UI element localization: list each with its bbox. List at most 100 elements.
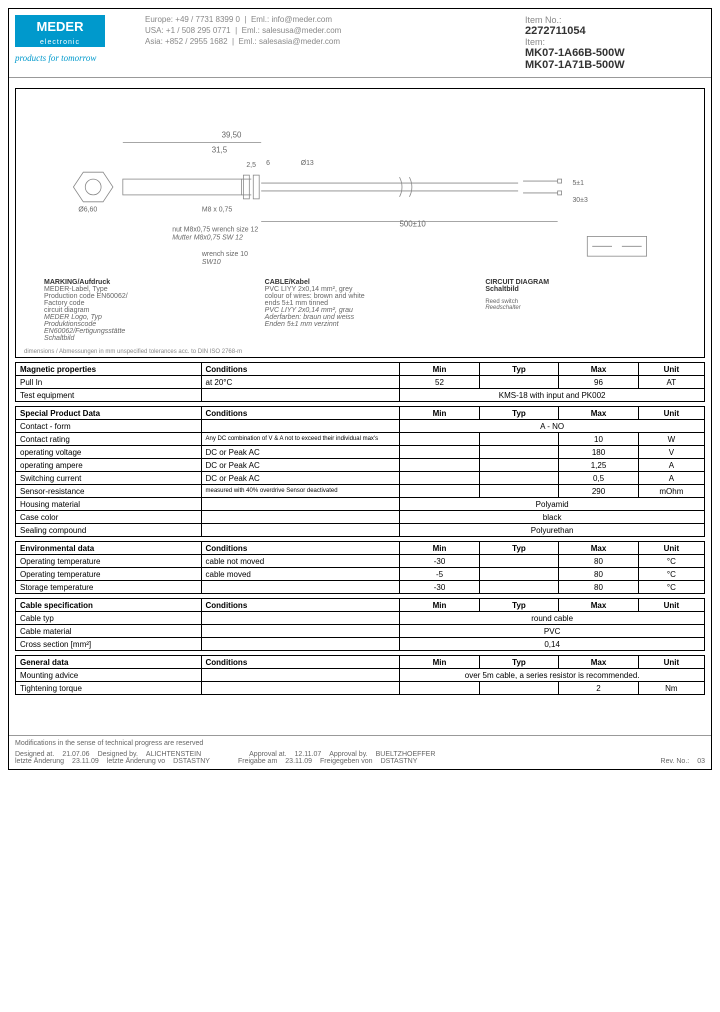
footer-row-2: letzte Änderung23.11.09 letzte Änderung … (15, 758, 705, 765)
tagline: products for tomorrow (15, 53, 145, 63)
svg-text:SW10: SW10 (202, 259, 221, 266)
environmental-table: Environmental data Conditions Min Typ Ma… (15, 541, 705, 594)
table-row: Contact ratingAny DC combination of V & … (16, 433, 705, 446)
svg-text:30±3: 30±3 (572, 197, 587, 204)
contact-row: Asia: +852 / 2955 1682 | Eml.: salesasia… (145, 37, 525, 46)
col-typ: Typ (479, 656, 559, 669)
magnetic-table: Magnetic properties Conditions Min Typ M… (15, 362, 705, 402)
logo-block: MEDER electronic products for tomorrow (15, 15, 145, 71)
marking-text: MEDER-Label, Type Production code EN6006… (44, 286, 128, 314)
svg-text:wrench size 10: wrench size 10 (201, 251, 248, 258)
table-row: Switching currentDC or Peak AC0,5A (16, 472, 705, 485)
col-conditions: Conditions (201, 656, 400, 669)
special-table: Special Product Data Conditions Min Typ … (15, 406, 705, 537)
col-unit: Unit (638, 363, 704, 376)
cable-text-it: PVC LIYY 2x0,14 mm², grau Aderfarben: br… (265, 307, 355, 328)
svg-text:Mutter M8x0,75 SW 12: Mutter M8x0,75 SW 12 (172, 234, 243, 241)
cable-table: Cable specification Conditions Min Typ M… (15, 598, 705, 651)
svg-text:39,50: 39,50 (222, 131, 242, 140)
table-row: Mounting adviceover 5m cable, a series r… (16, 669, 705, 682)
col-typ: Typ (479, 599, 559, 612)
footer-note: Modifications in the sense of technical … (15, 740, 705, 747)
table-row: operating voltageDC or Peak AC180V (16, 446, 705, 459)
table-row: Cross section [mm²]0,14 (16, 638, 705, 651)
col-conditions: Conditions (201, 599, 400, 612)
col-conditions: Conditions (201, 407, 400, 420)
col-conditions: Conditions (201, 363, 400, 376)
svg-text:31,5: 31,5 (212, 145, 228, 154)
table-title: General data (16, 656, 202, 669)
col-max: Max (559, 363, 639, 376)
col-unit: Unit (638, 599, 704, 612)
svg-text:M8 x 0,75: M8 x 0,75 (202, 207, 232, 214)
table-row: Storage temperature-3080°C (16, 581, 705, 594)
table-title: Special Product Data (16, 407, 202, 420)
svg-text:Ø6,60: Ø6,60 (78, 207, 97, 214)
general-table: General data Conditions Min Typ Max Unit… (15, 655, 705, 695)
table-row: Contact - formA - NO (16, 420, 705, 433)
table-row: Operating temperaturecable not moved-308… (16, 555, 705, 568)
footer-row-1: Designed at.21.07.06 Designed by.ALICHTE… (15, 751, 705, 758)
col-min: Min (400, 656, 480, 669)
item-no: 2272711054 (525, 25, 705, 37)
table-row: operating ampereDC or Peak AC1,25A (16, 459, 705, 472)
table-row: Operating temperaturecable moved-580°C (16, 568, 705, 581)
col-max: Max (559, 599, 639, 612)
drawing-notes: MARKING/Aufdruck MEDER-Label, Type Produ… (24, 279, 696, 342)
col-typ: Typ (479, 407, 559, 420)
table-title: Environmental data (16, 542, 202, 555)
table-title: Cable specification (16, 599, 202, 612)
drawing-svg: Ø6,60 39,50 3 (24, 97, 696, 277)
table-title: Magnetic properties (16, 363, 202, 376)
logo: MEDER (15, 15, 105, 38)
datasheet-page: MEDER electronic products for tomorrow E… (8, 8, 712, 770)
dim-note: dimensions / Abmessungen in mm unspecifi… (24, 349, 242, 355)
contact-row: USA: +1 / 508 295 0771 | Eml.: salesusa@… (145, 26, 525, 35)
item-no-label: Item No.: (525, 15, 705, 25)
table-row: Pull Inat 20°C5296AT (16, 376, 705, 389)
tables-container: Magnetic properties Conditions Min Typ M… (9, 362, 711, 695)
svg-text:6: 6 (266, 160, 270, 167)
table-row: Sealing compoundPolyurethan (16, 524, 705, 537)
table-row: Housing materialPolyamid (16, 498, 705, 511)
table-row: Test equipmentKMS-18 with input and PK00… (16, 389, 705, 402)
col-unit: Unit (638, 656, 704, 669)
svg-text:nut M8x0,75 wrench size 12: nut M8x0,75 wrench size 12 (172, 226, 258, 233)
cable-text: PVC LIYY 2x0,14 mm², grey colour of wire… (265, 286, 365, 307)
marking-title: MARKING/Aufdruck (44, 279, 110, 286)
item-2: MK07-1A71B-500W (525, 59, 705, 71)
svg-text:Ø13: Ø13 (301, 160, 314, 167)
table-row: Sensor-resistancemeasured with 40% overd… (16, 485, 705, 498)
col-max: Max (559, 407, 639, 420)
footer: Modifications in the sense of technical … (9, 735, 711, 769)
technical-drawing: Ø6,60 39,50 3 (15, 88, 705, 358)
col-max: Max (559, 656, 639, 669)
table-row: Cable materialPVC (16, 625, 705, 638)
header: MEDER electronic products for tomorrow E… (9, 9, 711, 78)
svg-text:2,5: 2,5 (246, 162, 256, 169)
col-typ: Typ (479, 542, 559, 555)
circuit-title: CIRCUIT DIAGRAM Schaltbild (485, 279, 549, 293)
col-unit: Unit (638, 407, 704, 420)
svg-text:500±10: 500±10 (400, 220, 427, 229)
col-min: Min (400, 542, 480, 555)
item-block: Item No.: 2272711054 Item: MK07-1A66B-50… (525, 15, 705, 71)
col-typ: Typ (479, 363, 559, 376)
logo-subtitle: electronic (15, 38, 105, 47)
contact-row: Europe: +49 / 7731 8399 0 | Eml.: info@m… (145, 15, 525, 24)
col-max: Max (559, 542, 639, 555)
table-row: Case colorblack (16, 511, 705, 524)
col-unit: Unit (638, 542, 704, 555)
table-row: Tightening torque2Nm (16, 682, 705, 695)
contact-block: Europe: +49 / 7731 8399 0 | Eml.: info@m… (145, 15, 525, 71)
col-min: Min (400, 407, 480, 420)
cable-title: CABLE/Kabel (265, 279, 310, 286)
table-row: Cable typround cable (16, 612, 705, 625)
marking-text-it: MEDER Logo, Typ Produktionscode EN60062/… (44, 314, 125, 342)
col-conditions: Conditions (201, 542, 400, 555)
item-1: MK07-1A66B-500W (525, 47, 705, 59)
col-min: Min (400, 599, 480, 612)
col-min: Min (400, 363, 480, 376)
item-label: Item: (525, 37, 705, 47)
svg-text:5±1: 5±1 (572, 180, 584, 187)
